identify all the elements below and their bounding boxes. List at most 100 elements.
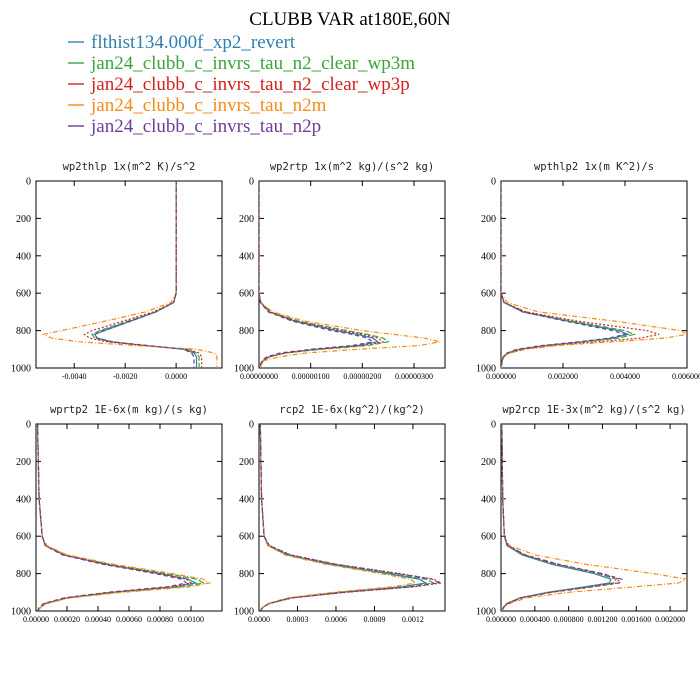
panel-title: wpthlp2 1x(m K^2)/s [534, 161, 654, 173]
y-tick-label: 1000 [476, 364, 496, 375]
x-tick-label: 0.00060 [116, 615, 142, 624]
series-line [36, 424, 212, 611]
x-tick-label: 0.000400 [520, 615, 550, 624]
x-tick-label: 0.0009 [363, 615, 385, 624]
y-tick-label: 200 [239, 214, 254, 225]
y-tick-label: 800 [481, 569, 496, 580]
x-tick-label: 0.00000000 [240, 372, 278, 381]
y-tick-label: 800 [239, 569, 254, 580]
x-tick-label: 0.0000 [165, 372, 187, 381]
y-tick-label: 400 [16, 251, 31, 262]
chart-panel: wp2thlp 1x(m^2 K)/s^2 0 200 400 600 800 1000 -0… [11, 161, 223, 381]
x-tick-label: 0.00000100 [292, 372, 330, 381]
series-line [41, 181, 218, 368]
x-tick-label: 0.000800 [554, 615, 584, 624]
series-line [36, 424, 206, 611]
chart-panel: wpthlp2 1x(m K^2)/s020040060080010000.00… [476, 161, 700, 381]
y-tick-label: 200 [481, 214, 496, 225]
legend: flthist134.000f_xp2_revertjan24_clubb_c_… [68, 32, 415, 137]
figure-title: CLUBB VAR at180E,60N [249, 9, 451, 30]
legend-label: jan24_clubb_c_invrs_tau_n2_clear_wp3p [90, 74, 410, 95]
series-line [501, 181, 628, 368]
x-tick-label: 0.00040 [85, 615, 111, 624]
y-tick-label: 400 [481, 251, 496, 262]
y-tick-label: 0 [249, 420, 254, 431]
y-tick-label: 600 [16, 289, 31, 300]
x-tick-label: 0.0012 [402, 615, 424, 624]
y-tick-label: 200 [16, 457, 31, 468]
x-tick-label: 0.004000 [610, 372, 640, 381]
y-tick-label: 800 [16, 326, 31, 337]
legend-label: jan24_clubb_c_invrs_tau_n2_clear_wp3m [90, 53, 415, 74]
x-tick-label: 0.001200 [587, 615, 617, 624]
x-tick-label: 0.002000 [548, 372, 578, 381]
y-tick-label: 1000 [11, 607, 31, 618]
x-tick-label: 0.00000300 [395, 372, 433, 381]
plot-frame [258, 423, 446, 612]
x-tick-label: -0.0020 [113, 372, 138, 381]
y-tick-label: 400 [16, 494, 31, 505]
x-tick-label: 0.001600 [621, 615, 651, 624]
x-tick-label: 0.002000 [655, 615, 685, 624]
series-line [259, 424, 436, 611]
x-tick-label: 0.0000 [248, 615, 270, 624]
chart-panel: wp2rtp 1x(m^2 kg)/(s^2 kg) 0 200 400 600 800 1… [234, 161, 446, 381]
legend-label: jan24_clubb_c_invrs_tau_n2m [90, 95, 327, 116]
y-tick-label: 1000 [234, 607, 254, 618]
series-line [501, 424, 617, 611]
panel-title: wp2rtp 1x(m^2 kg)/(s^2 kg) [270, 161, 434, 173]
y-tick-label: 600 [481, 532, 496, 543]
y-tick-label: 0 [491, 177, 496, 188]
panel-title: rcp2 1E-6x(kg^2)/(kg^2) [279, 404, 424, 416]
y-tick-label: 200 [16, 214, 31, 225]
x-tick-label: 0.006000 [672, 372, 700, 381]
x-tick-label: 0.00020 [54, 615, 80, 624]
series-line [259, 424, 441, 611]
x-tick-label: 0.0006 [325, 615, 347, 624]
y-tick-label: 800 [16, 569, 31, 580]
panel-title: wp2rcp 1E-3x(m^2 kg)/(s^2 kg) [502, 404, 685, 416]
y-tick-label: 400 [239, 251, 254, 262]
series-line [259, 424, 418, 611]
y-tick-label: 200 [239, 457, 254, 468]
chart-panels: wp2thlp 1x(m^2 K)/s^2 0 200 400 600 800 1000 -0… [11, 161, 700, 624]
x-tick-label: 0.00080 [147, 615, 173, 624]
series-line [91, 181, 200, 368]
plot-frame [500, 423, 688, 612]
series-line [93, 181, 195, 368]
series-line [259, 181, 375, 368]
chart-panel: rcp2 1E-6x(kg^2)/(kg^2) 0 200 400 600 800 1000… [234, 404, 446, 624]
x-tick-label: 0.00100 [178, 615, 204, 624]
panel-title: wp2thlp 1x(m^2 K)/s^2 [63, 161, 196, 173]
panel-title: wprtp2 1E-6x(m kg)/(s kg) [50, 404, 208, 416]
x-tick-label: -0.0040 [62, 372, 87, 381]
series-line [501, 181, 687, 368]
x-tick-label: 0.0003 [286, 615, 308, 624]
y-tick-label: 400 [239, 494, 254, 505]
plot-frame [35, 180, 223, 369]
y-tick-label: 0 [249, 177, 254, 188]
legend-label: jan24_clubb_c_invrs_tau_n2p [90, 116, 321, 137]
y-tick-label: 0 [26, 177, 31, 188]
y-tick-label: 400 [481, 494, 496, 505]
y-tick-label: 800 [481, 326, 496, 337]
y-tick-label: 0 [491, 420, 496, 431]
legend-label: flthist134.000f_xp2_revert [91, 32, 296, 53]
y-tick-label: 1000 [234, 364, 254, 375]
y-tick-label: 0 [26, 420, 31, 431]
x-tick-label: 0.000000 [486, 372, 516, 381]
y-tick-label: 200 [481, 457, 496, 468]
y-tick-label: 600 [16, 532, 31, 543]
y-tick-label: 600 [481, 289, 496, 300]
series-line [501, 424, 687, 611]
x-tick-label: 0.000000 [486, 615, 516, 624]
y-tick-label: 600 [239, 289, 254, 300]
chart-panel: wprtp2 1E-6x(m kg)/(s kg) 0 200 400 600 800 10… [11, 404, 223, 624]
x-tick-label: 0.00000 [23, 615, 49, 624]
y-tick-label: 1000 [476, 607, 496, 618]
chart-panel: wp2rcp 1E-3x(m^2 kg)/(s^2 kg) 0 200 400 600 8… [476, 404, 688, 624]
y-tick-label: 800 [239, 326, 254, 337]
y-tick-label: 600 [239, 532, 254, 543]
series-line [501, 424, 623, 611]
